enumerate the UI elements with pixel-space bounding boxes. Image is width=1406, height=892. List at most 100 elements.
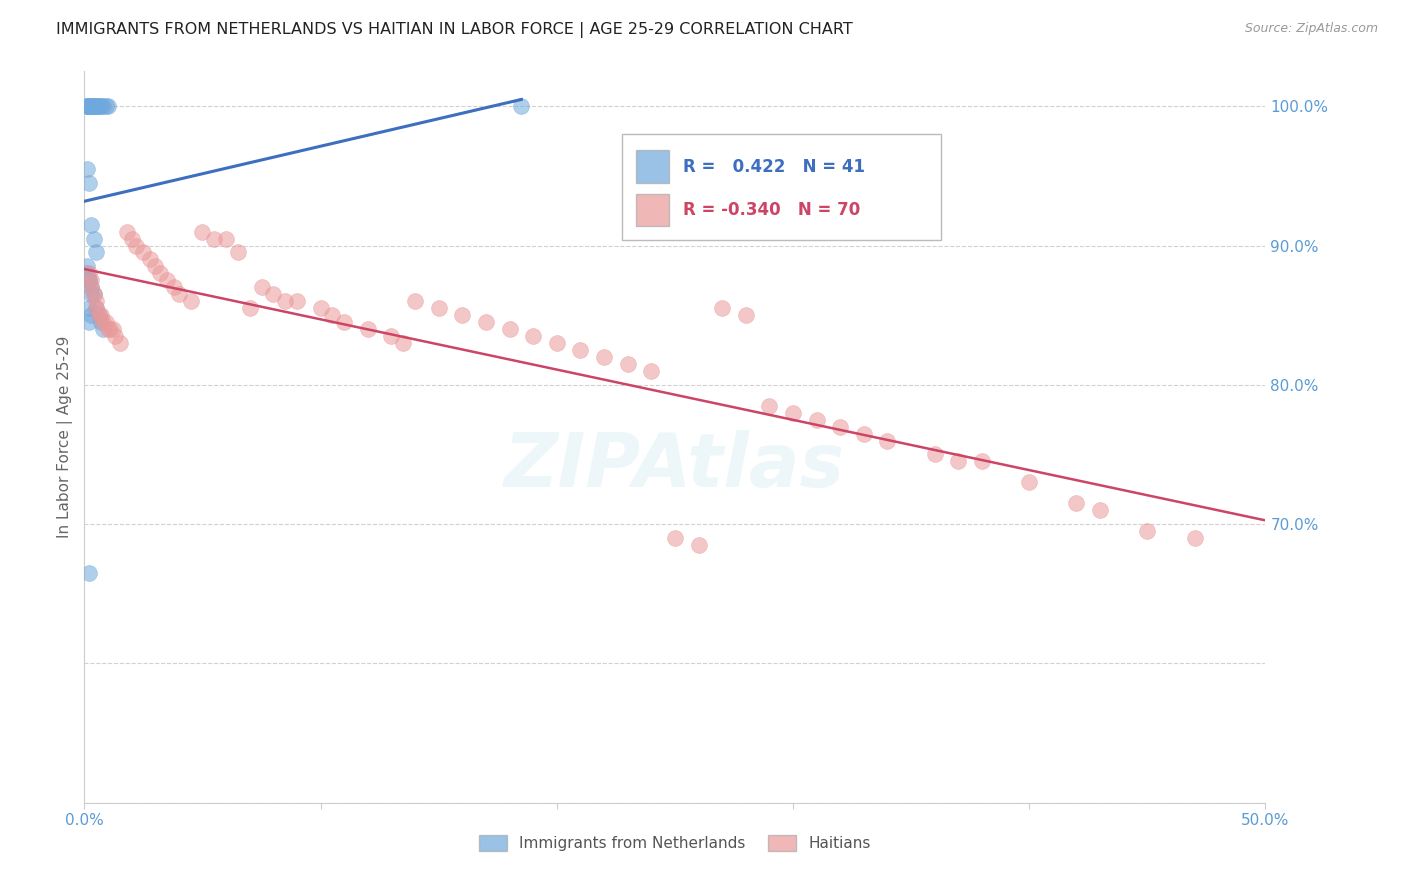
Point (77, 266, 100, 280)
Point (569, 343, 592, 357)
Point (510, 99, 533, 113)
Point (83, 287, 105, 301)
Point (688, 538, 710, 552)
Point (125, 238, 148, 252)
Point (87, 308, 110, 322)
Point (734, 308, 756, 322)
Point (970, 454, 993, 468)
Point (451, 308, 474, 322)
Point (758, 399, 780, 413)
Point (1088, 503, 1111, 517)
Point (1066, 496, 1088, 510)
Point (1184, 531, 1206, 545)
Point (285, 294, 308, 309)
Text: Source: ZipAtlas.com: Source: ZipAtlas.com (1244, 22, 1378, 36)
Point (1018, 475, 1040, 490)
Point (91, 99, 114, 113)
Point (321, 308, 343, 322)
Point (830, 419, 852, 434)
Point (215, 231, 238, 245)
Point (77, 315, 100, 329)
Point (91, 315, 114, 329)
Point (94, 315, 117, 329)
Legend: Immigrants from Netherlands, Haitians: Immigrants from Netherlands, Haitians (474, 830, 876, 857)
Point (640, 364, 662, 378)
Point (76, 99, 98, 113)
Point (226, 245, 249, 260)
Text: R =   0.422   N = 41: R = 0.422 N = 41 (683, 158, 865, 176)
Point (180, 294, 202, 309)
Point (202, 231, 225, 245)
Point (101, 322, 124, 336)
Point (97, 322, 120, 336)
Point (83, 231, 105, 245)
Point (108, 336, 131, 351)
Point (80, 99, 103, 113)
Point (77, 301, 100, 316)
Point (84, 245, 107, 260)
Point (77, 99, 100, 113)
Point (498, 322, 520, 336)
Point (852, 426, 875, 441)
Point (76, 266, 98, 280)
Point (87, 99, 110, 113)
FancyBboxPatch shape (621, 134, 941, 240)
Point (84, 301, 107, 316)
Point (84, 99, 107, 113)
Point (80, 99, 103, 113)
Point (1136, 524, 1159, 538)
Point (664, 531, 686, 545)
Point (94, 99, 117, 113)
Point (104, 329, 127, 343)
Point (98, 322, 121, 336)
Point (84, 99, 107, 113)
Point (404, 294, 426, 309)
Point (80, 99, 103, 113)
Point (475, 315, 498, 329)
Point (522, 329, 544, 343)
Point (90, 99, 112, 113)
Point (80, 280, 103, 294)
Point (546, 336, 568, 351)
Point (143, 260, 166, 274)
Text: ZIPAtlas: ZIPAtlas (505, 430, 845, 503)
Point (80, 273, 103, 287)
Point (83, 287, 105, 301)
Point (924, 448, 946, 462)
Point (91, 322, 114, 336)
Point (156, 273, 179, 287)
Point (262, 287, 284, 301)
Point (76, 99, 98, 113)
Point (84, 301, 107, 316)
Point (83, 99, 105, 113)
Point (250, 280, 273, 294)
Point (87, 308, 110, 322)
Point (711, 301, 734, 316)
Point (76, 99, 98, 113)
Point (806, 412, 828, 426)
Bar (636, 194, 669, 227)
Point (77, 566, 100, 580)
Point (139, 252, 162, 267)
Point (77, 273, 100, 287)
Point (80, 287, 103, 301)
Point (121, 231, 143, 245)
Point (90, 315, 112, 329)
Point (149, 266, 172, 280)
Point (616, 357, 638, 371)
Point (80, 218, 103, 232)
Point (167, 287, 190, 301)
Point (392, 336, 415, 351)
Point (97, 99, 120, 113)
Y-axis label: In Labor Force | Age 25-29: In Labor Force | Age 25-29 (58, 336, 73, 538)
Point (83, 99, 105, 113)
Point (309, 301, 332, 316)
Point (274, 294, 297, 309)
Point (77, 273, 100, 287)
Point (80, 99, 103, 113)
Point (948, 454, 970, 468)
Point (163, 280, 186, 294)
Point (115, 225, 138, 239)
Point (77, 99, 100, 113)
Point (90, 308, 112, 322)
